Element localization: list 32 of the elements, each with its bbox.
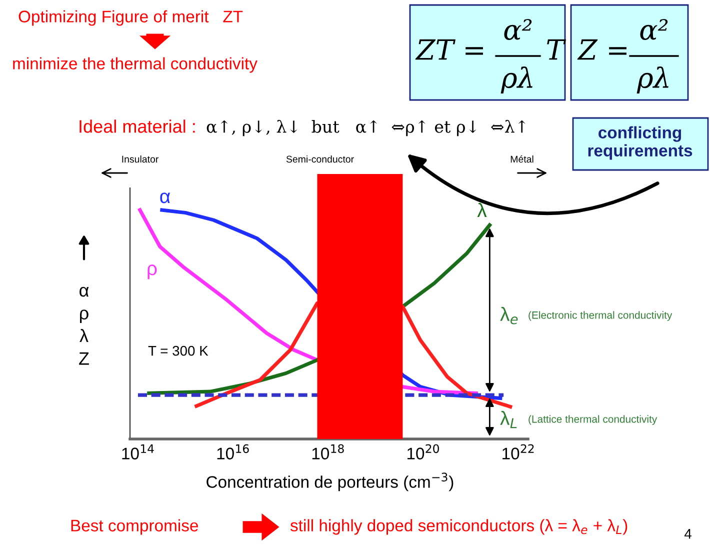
text: Insulator [122, 155, 158, 163]
text: ρλ [500, 66, 532, 94]
annotation: λ$_{L}$ [500, 410, 517, 428]
x-tick-label: 10$^{16}$ [217, 444, 249, 460]
text: conflicting requirements [588, 126, 692, 160]
text: α² [640, 19, 668, 40]
text: still highly doped semiconductors (λ = λ$_{e}$ + λ$_{L}$) [290, 519, 628, 535]
text: Ideal material : [80, 120, 195, 133]
text: minimize the thermal conductivity [13, 57, 258, 73]
series-label: ρ [148, 264, 157, 280]
text: Métal [510, 155, 534, 163]
text: Semi-conductor [286, 155, 354, 163]
text: α↑, ρ↓, λ↓ but α↑ ⇔ρ↑ et ρ↓ ⇔λ↑ [206, 120, 526, 136]
text: ρλ [636, 66, 668, 94]
text: Z = [577, 39, 626, 60]
series-label: λ [477, 202, 487, 218]
text: (Electronic thermal conductivity [528, 311, 672, 321]
x-tick-label: 10$^{18}$ [312, 444, 344, 460]
text: 4 [684, 529, 692, 539]
series-label: α [160, 192, 170, 204]
text: Optimizing Figure of merit ZT [18, 10, 243, 26]
x-axis-title: Concentration de porteurs (cm$^{−3}$) [206, 472, 454, 492]
text: (Lattice thermal conductivity [528, 415, 658, 425]
x-tick-label: 10$^{14}$ [122, 444, 154, 460]
x-tick-label: 10$^{20}$ [407, 444, 439, 460]
annotation: T = 300 K [148, 346, 208, 356]
y-axis-title: α ρ λ Z [79, 286, 89, 365]
text: α² [504, 19, 532, 40]
text: ZT = [415, 39, 483, 60]
text: Best compromise [71, 519, 198, 535]
x-tick-label: 10$^{22}$ [502, 444, 534, 460]
annotation: λ$_{e}$ [500, 306, 518, 324]
